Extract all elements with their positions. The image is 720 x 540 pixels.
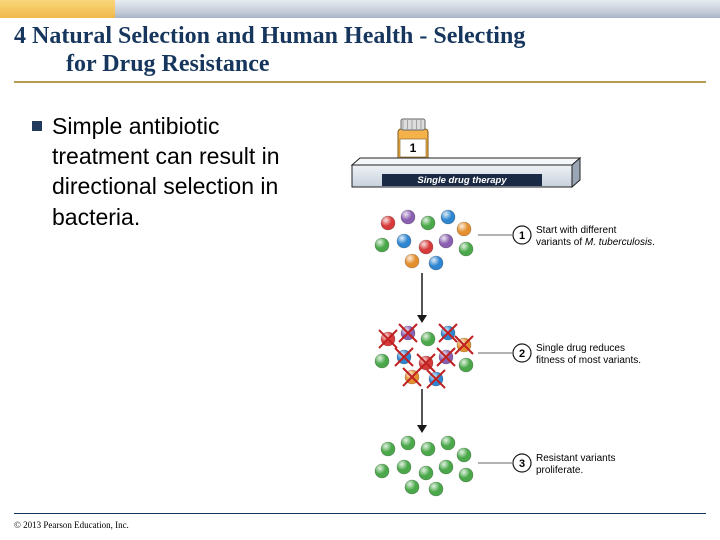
footer-rule [14,513,706,514]
copyright-text: © 2013 Pearson Education, Inc. [14,520,129,530]
slide-title-line1: 4 Natural Selection and Human Health - S… [14,23,525,49]
bullet-item: Simple antibiotic treatment can result i… [32,111,312,232]
svg-text:3: 3 [519,458,525,470]
svg-text:fitness of most variants.: fitness of most variants. [536,355,641,366]
slide-title-line2: for Drug Resistance [14,50,706,78]
svg-text:proliferate.: proliferate. [536,465,583,476]
figure-column: 1 Single drug therapy 1 Start with differen… [312,111,706,511]
svg-text:Single drug therapy: Single drug therapy [417,175,507,186]
svg-text:2: 2 [519,348,525,360]
svg-text:Start with different: Start with different [536,225,617,236]
top-accent-yellow [0,0,115,18]
content-area: Simple antibiotic treatment can result i… [0,83,720,511]
svg-text:variants of M. tuberculosis.: variants of M. tuberculosis. [536,237,655,248]
bullet-column: Simple antibiotic treatment can result i… [32,111,312,511]
svg-text:1: 1 [410,141,417,155]
top-accent-grey [115,0,720,18]
bullet-text: Simple antibiotic treatment can result i… [52,111,312,232]
bullet-square-icon [32,121,42,131]
svg-text:Single drug reduces: Single drug reduces [536,343,625,354]
drug-resistance-figure: 1 Single drug therapy 1 Start with differen… [312,111,672,511]
svg-text:Resistant variants: Resistant variants [536,453,615,464]
slide-title: 4 Natural Selection and Human Health - S… [0,18,720,79]
top-accent-bar [0,0,720,18]
svg-text:1: 1 [519,230,525,242]
